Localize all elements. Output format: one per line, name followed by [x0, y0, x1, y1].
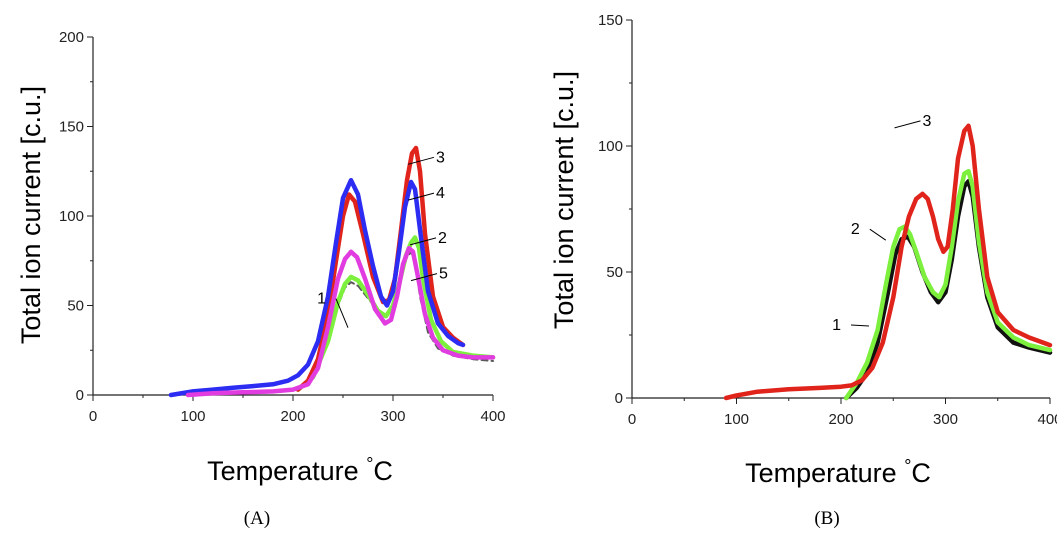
x-tick-label: 100 [724, 411, 749, 428]
y-tick-label: 50 [606, 264, 623, 281]
annotation-label: 2 [438, 230, 447, 247]
x-axis-title: Temperature °C [207, 454, 393, 486]
series-line-4 [168, 177, 466, 398]
annotation-label: 5 [439, 266, 448, 283]
x-axis-title: Temperature °C [745, 456, 931, 488]
annotation-label: 2 [851, 221, 860, 238]
annotation-leader [407, 156, 435, 165]
y-tick-label: 0 [76, 387, 84, 404]
y-tick-label: 0 [615, 390, 623, 407]
annotation-label: 1 [832, 317, 841, 334]
y-tick-label: 100 [59, 208, 84, 225]
annotation-label: 1 [317, 291, 326, 308]
annotation-leader [869, 228, 887, 241]
x-tick-label: 200 [828, 411, 853, 428]
series-line-5 [185, 245, 496, 398]
annotation-label: 3 [923, 113, 932, 130]
panel-label: (A) [244, 508, 270, 529]
annotation-leader [894, 120, 921, 129]
annotation-leader [850, 324, 870, 327]
series-line-2 [843, 168, 1053, 401]
y-tick-label: 50 [67, 298, 84, 315]
annotation-leader [335, 298, 349, 328]
y-tick-label: 150 [59, 119, 84, 136]
annotation-leader [407, 192, 435, 201]
x-tick-label: 300 [933, 411, 958, 428]
panel-label: (B) [814, 508, 839, 529]
x-tick-label: 100 [180, 408, 205, 425]
y-axis-title: Total ion current [c.u.] [16, 86, 46, 344]
series-line-1 [843, 179, 1053, 401]
annotation-label: 3 [436, 149, 445, 166]
x-tick-label: 300 [380, 408, 405, 425]
series-line-3 [723, 123, 1053, 401]
x-tick-label: 0 [89, 408, 97, 425]
x-tick-label: 200 [280, 408, 305, 425]
y-tick-label: 150 [598, 12, 623, 29]
chart-panel-a: 0 100 200 300 400 0 50 100 150 200 1 2 3 4 5 Total ion … [16, 29, 506, 529]
y-tick-label: 200 [59, 29, 84, 46]
chart-panel-b: 0 100 200 300 400 0 50 100 150 1 2 3 Total ion curre… [549, 12, 1057, 529]
x-tick-label: 400 [480, 408, 505, 425]
annotation-leader [409, 237, 437, 246]
x-tick-label: 0 [628, 411, 636, 428]
y-axis-title: Total ion current [c.u.] [549, 71, 579, 329]
y-tick-label: 100 [598, 138, 623, 155]
x-tick-label: 400 [1037, 411, 1057, 428]
annotation-leader [410, 273, 438, 282]
annotation-label: 4 [436, 185, 445, 202]
